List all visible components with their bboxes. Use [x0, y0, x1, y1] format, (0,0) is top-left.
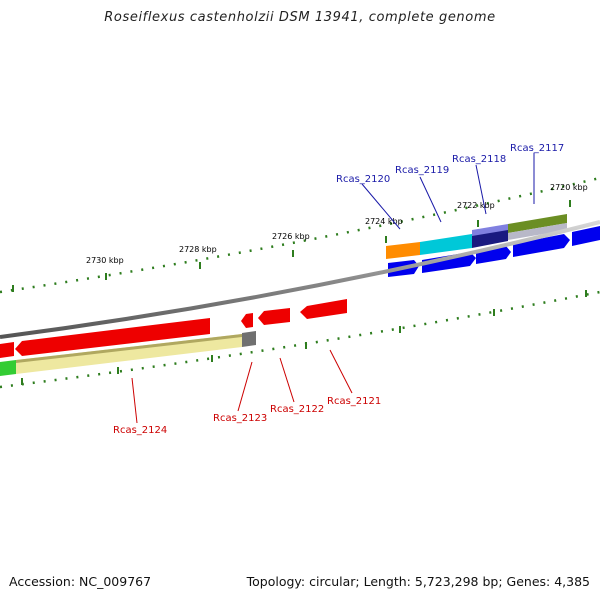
forward-genes-outer: [386, 214, 567, 259]
gene-block-cyan[interactable]: [420, 234, 472, 255]
gene-label: Rcas_2117: [510, 143, 564, 154]
inner-genes: [0, 331, 256, 376]
gene-arrow-reverse[interactable]: [15, 318, 210, 356]
gene-label: Rcas_2120: [336, 174, 390, 185]
leader-lines-reverse: [131, 349, 353, 424]
gene-arrow-reverse[interactable]: [0, 342, 14, 358]
gene-label: Rcas_2118: [452, 154, 506, 165]
gene-arrow-reverse[interactable]: [258, 308, 290, 325]
gene-label: Rcas_2124: [113, 425, 167, 436]
inner-major-ticks: [21, 290, 587, 385]
gene-arrow-forward[interactable]: [513, 234, 570, 257]
ruler-label: 2728 kbp: [179, 245, 217, 254]
accession-text: Accession: NC_009767: [9, 574, 152, 589]
gene-label: Rcas_2121: [327, 396, 381, 407]
ruler-label: 2730 kbp: [86, 256, 124, 265]
gene-block-green[interactable]: [0, 360, 16, 376]
gene-block-khaki[interactable]: [16, 334, 242, 374]
outer-major-ticks: [12, 200, 571, 292]
gene-label: Rcas_2122: [270, 404, 324, 415]
map-title: Roseiflexus castenholzii DSM 13941, comp…: [104, 10, 496, 25]
gene-block-olive[interactable]: [508, 214, 567, 233]
genome-backbone: [0, 220, 600, 339]
gene-arrow-forward[interactable]: [422, 252, 476, 273]
ruler-label: 2722 kbp: [457, 201, 495, 210]
gene-arrow-reverse[interactable]: [241, 313, 253, 328]
ruler-label: 2720 kbp: [550, 183, 588, 192]
gene-block-lavender[interactable]: [472, 224, 508, 236]
gene-block-gray[interactable]: [242, 331, 256, 347]
gene-arrow-forward[interactable]: [572, 226, 600, 246]
ruler-label: 2726 kbp: [272, 232, 310, 241]
reverse-genes: [0, 299, 347, 358]
genome-summary: Topology: circular; Length: 5,723,298 bp…: [246, 574, 590, 589]
gene-block-orange[interactable]: [386, 242, 420, 259]
gene-arrow-reverse[interactable]: [300, 299, 347, 319]
forward-genes-inner: [388, 226, 600, 277]
gene-block-olive-edge[interactable]: [16, 334, 242, 363]
gene-label: Rcas_2123: [213, 413, 267, 424]
gene-label: Rcas_2119: [395, 165, 449, 176]
leader-lines-forward: [361, 153, 535, 230]
gene-block-silver[interactable]: [508, 223, 567, 240]
ruler-label: 2724 kbp: [365, 217, 403, 226]
